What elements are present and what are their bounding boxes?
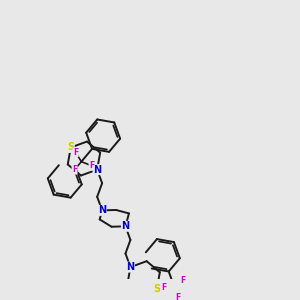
Text: N: N bbox=[126, 262, 134, 272]
Text: F: F bbox=[72, 165, 77, 174]
Text: N: N bbox=[93, 165, 101, 175]
Text: N: N bbox=[122, 221, 130, 231]
Text: F: F bbox=[176, 292, 181, 300]
Text: F: F bbox=[161, 283, 166, 292]
Text: F: F bbox=[180, 276, 186, 285]
Text: F: F bbox=[89, 161, 94, 170]
Text: S: S bbox=[67, 142, 74, 152]
Text: F: F bbox=[73, 148, 78, 157]
Text: S: S bbox=[153, 284, 161, 294]
Text: N: N bbox=[98, 206, 106, 215]
